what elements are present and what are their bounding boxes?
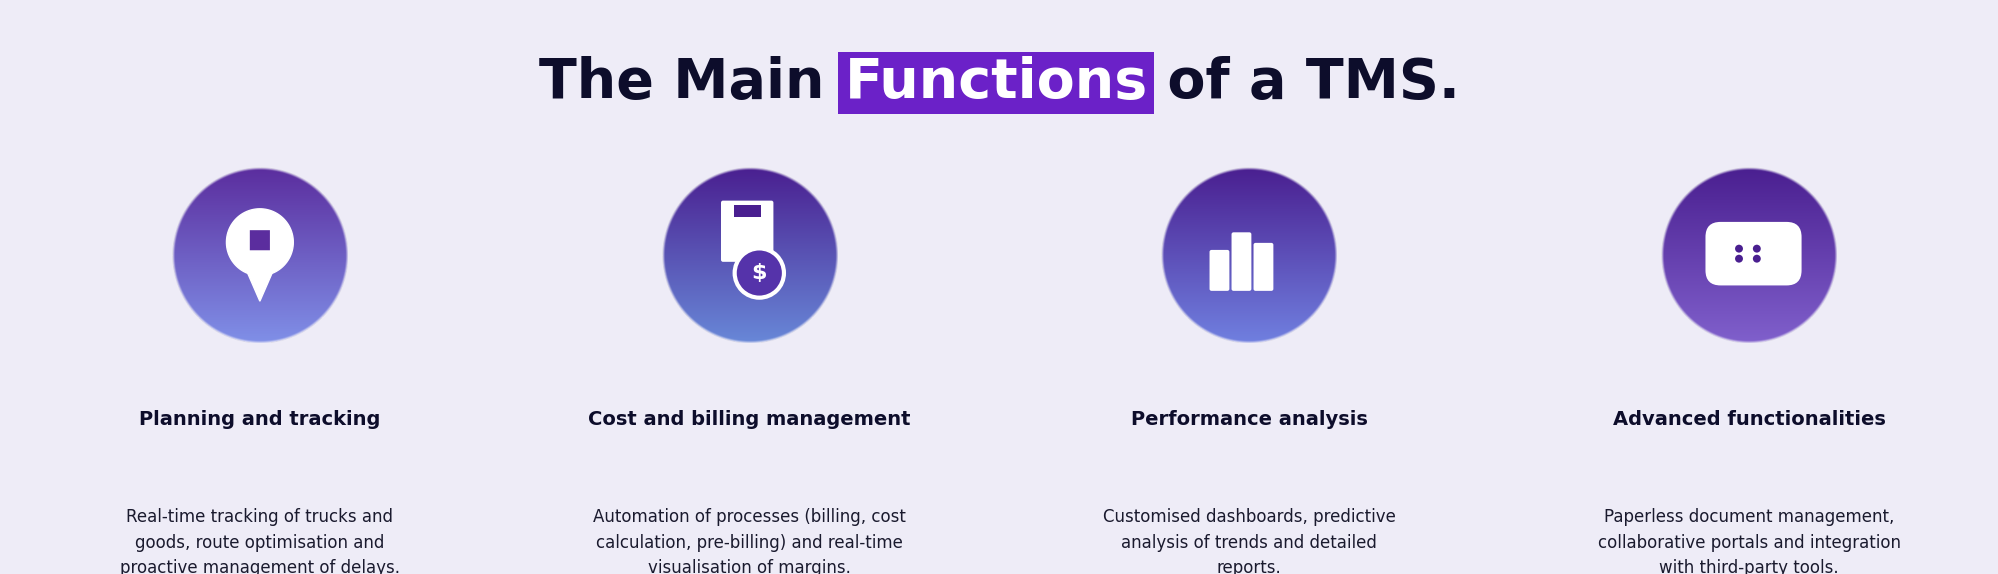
FancyBboxPatch shape [1231,232,1251,291]
FancyBboxPatch shape [721,201,773,262]
Text: Cost and billing management: Cost and billing management [587,409,911,429]
Circle shape [1734,255,1742,263]
Polygon shape [226,209,294,276]
Text: Automation of processes (billing, cost
calculation, pre-billing) and real-time
v: Automation of processes (billing, cost c… [593,508,905,574]
Text: The Main: The Main [539,56,843,110]
Circle shape [1752,245,1760,253]
FancyBboxPatch shape [733,204,759,217]
Circle shape [735,249,783,298]
Circle shape [1752,255,1760,263]
Text: Paperless document management,
collaborative portals and integration
with third-: Paperless document management, collabora… [1596,508,1900,574]
Text: Functions: Functions [843,56,1147,110]
Polygon shape [242,259,278,301]
Text: Planning and tracking: Planning and tracking [140,409,380,429]
Text: Performance analysis: Performance analysis [1131,409,1367,429]
Text: $: $ [751,263,767,283]
FancyBboxPatch shape [837,52,1153,114]
Text: of a TMS.: of a TMS. [1147,56,1459,110]
FancyBboxPatch shape [1253,243,1273,291]
FancyBboxPatch shape [250,230,270,250]
Text: Customised dashboards, predictive
analysis of trends and detailed
reports.: Customised dashboards, predictive analys… [1103,508,1395,574]
Text: Real-time tracking of trucks and
goods, route optimisation and
proactive managem: Real-time tracking of trucks and goods, … [120,508,400,574]
FancyBboxPatch shape [1209,250,1229,291]
Text: Advanced functionalities: Advanced functionalities [1612,409,1884,429]
Circle shape [1734,245,1742,253]
FancyBboxPatch shape [1704,222,1800,285]
